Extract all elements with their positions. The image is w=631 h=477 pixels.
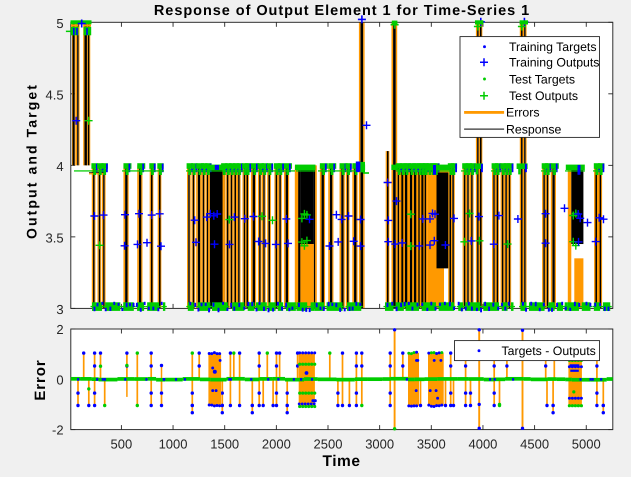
svg-text:4.5: 4.5 [46,88,64,103]
svg-text:Response: Response [506,122,562,136]
svg-text:Training Targets: Training Targets [509,40,597,54]
svg-text:Test Outputs: Test Outputs [509,89,578,103]
svg-text:Targets - Outputs: Targets - Outputs [502,344,596,358]
svg-text:5: 5 [56,16,63,31]
svg-text:4000: 4000 [468,436,497,451]
svg-text:3000: 3000 [365,436,394,451]
svg-text:500: 500 [111,436,133,451]
svg-text:Training Outputs: Training Outputs [509,56,599,70]
svg-text:4: 4 [56,159,63,174]
svg-text:4500: 4500 [520,436,549,451]
svg-text:2500: 2500 [314,436,343,451]
svg-text:Test Targets: Test Targets [509,72,575,86]
svg-text:Errors: Errors [506,106,539,120]
svg-text:3500: 3500 [417,436,446,451]
svg-text:1000: 1000 [159,436,188,451]
svg-text:3.5: 3.5 [46,231,64,246]
svg-text:Time: Time [323,453,361,470]
svg-text:1500: 1500 [210,436,239,451]
svg-text:Error: Error [32,359,49,400]
svg-text:Response of Output Element 1 f: Response of Output Element 1 for Time-Se… [154,3,530,19]
svg-text:2: 2 [56,322,63,337]
svg-text:2000: 2000 [262,436,291,451]
svg-text:0: 0 [56,372,63,387]
svg-text:-2: -2 [52,423,64,438]
svg-text:Output and Target: Output and Target [24,83,40,239]
svg-text:5000: 5000 [572,436,601,451]
svg-text:3: 3 [56,302,63,317]
